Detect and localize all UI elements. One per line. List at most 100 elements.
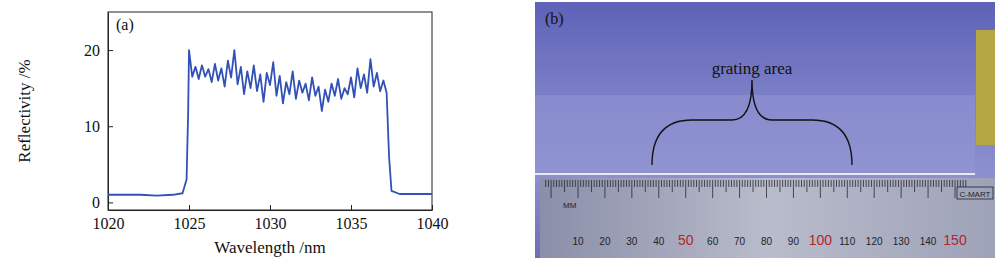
ruler-number: 100: [809, 232, 833, 248]
y-axis-title: Reflectivity /%: [15, 59, 34, 162]
ruler-tick: [674, 180, 675, 187]
ruler-tick: [884, 180, 885, 187]
ruler-number: 30: [626, 236, 638, 247]
ruler-tick: [782, 180, 783, 187]
ruler-tick: [769, 180, 770, 187]
ruler-tick: [871, 180, 872, 187]
ruler-tick: [551, 180, 552, 198]
ruler-number: 70: [734, 236, 746, 247]
ruler-tick: [839, 180, 840, 187]
ruler-tick: [893, 180, 894, 187]
ruler-tick: [607, 180, 608, 187]
ruler-tick: [613, 180, 614, 187]
ruler-tick: [621, 180, 622, 187]
ruler-number: 50: [678, 232, 694, 248]
annotation: grating area: [712, 59, 793, 78]
ruler-tick: [642, 180, 643, 187]
ruler-tick: [941, 180, 942, 192]
ruler-tick: [639, 180, 640, 187]
ruler-tick: [578, 180, 579, 198]
ruler-tick: [833, 180, 834, 192]
ruler-brand: C-MART: [960, 190, 991, 199]
ruler-tick: [949, 180, 950, 187]
ruler-tick: [680, 180, 681, 187]
x-tick-mark: [189, 205, 190, 210]
ruler-tick: [866, 180, 867, 187]
ruler-tick: [774, 180, 775, 187]
ruler-tick: [561, 180, 562, 187]
ruler-brand-box: [957, 187, 993, 199]
ruler-tick: [777, 180, 778, 187]
ruler-tick: [556, 180, 557, 187]
ruler-tick: [734, 180, 735, 187]
y-axis-line: [108, 13, 109, 211]
ruler-tick: [919, 180, 920, 187]
ruler-number: 80: [761, 236, 773, 247]
ruler-number: 120: [866, 236, 883, 247]
x-tick: 1040: [417, 205, 449, 232]
ruler-tick: [758, 180, 759, 187]
ruler-tick: [564, 180, 565, 192]
ruler-tick: [672, 180, 673, 192]
ruler-tick: [909, 180, 910, 187]
x-tick-label: 1025: [174, 215, 206, 232]
ruler-tick: [747, 180, 748, 187]
ruler-tick: [750, 180, 751, 187]
ruler-tick: [785, 180, 786, 187]
ruler-tick: [863, 180, 864, 187]
ruler-tick: [553, 180, 554, 187]
ruler-tick: [855, 180, 856, 187]
ruler-tick: [844, 180, 845, 187]
ruler-tick: [879, 180, 880, 187]
ruler-tick: [801, 180, 802, 187]
ruler-tick: [922, 180, 923, 187]
ruler-tick: [588, 180, 589, 187]
ruler-tick: [696, 180, 697, 187]
ruler-tick: [847, 180, 848, 198]
ruler-tick: [836, 180, 837, 187]
ruler-number: 130: [893, 236, 910, 247]
ruler-tick: [658, 180, 659, 198]
ruler-tick: [917, 180, 918, 187]
ruler-tick: [812, 180, 813, 187]
ruler-number: 110: [839, 236, 855, 247]
ruler-tick: [591, 180, 592, 192]
ruler-tick: [648, 180, 649, 187]
ruler-tick: [806, 180, 807, 192]
ruler-number: 60: [707, 236, 719, 247]
x-axis-line: [109, 210, 433, 211]
ruler-tick: [887, 180, 888, 192]
ruler-tick: [755, 180, 756, 187]
ruler-tick: [933, 180, 934, 187]
ruler-tick: [656, 180, 657, 187]
ruler-tick: [629, 180, 630, 187]
ruler-tick: [895, 180, 896, 187]
ruler-tick: [731, 180, 732, 187]
ruler-tick: [604, 180, 605, 198]
y-tick-mark: [108, 50, 113, 51]
ruler-tick: [701, 180, 702, 187]
ruler-tick: [823, 180, 824, 187]
ruler-tick: [572, 180, 573, 187]
ruler-tick: [761, 180, 762, 187]
plot-frame: [108, 12, 432, 210]
ruler-tick: [623, 180, 624, 187]
ruler-tick: [903, 180, 904, 187]
ruler-tick: [804, 180, 805, 187]
ruler-tick: [645, 180, 646, 192]
ruler-tick: [763, 180, 764, 187]
x-tick-label: 1035: [336, 215, 368, 232]
ruler-tick: [938, 180, 939, 187]
y-axis: 01020: [84, 13, 113, 212]
figure: 1020102510301035104001020(a)Wavelength /…: [0, 0, 1000, 267]
ruler-tick: [634, 180, 635, 187]
ruler-tick: [567, 180, 568, 187]
ruler-unit: MM: [563, 201, 577, 210]
ruler-number: 150: [943, 232, 967, 248]
ruler-tick: [925, 180, 926, 187]
ruler-tick: [709, 180, 710, 187]
ruler-tick: [928, 180, 929, 198]
ruler-number: 90: [788, 236, 800, 247]
ruler-tick: [715, 180, 716, 187]
x-tick-mark: [270, 205, 271, 210]
